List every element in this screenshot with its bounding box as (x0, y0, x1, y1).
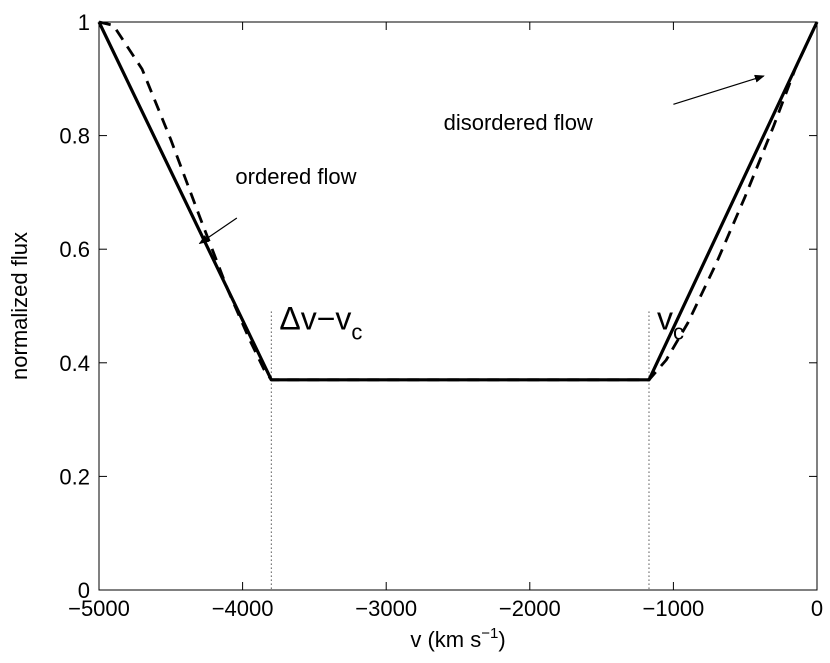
y-tick-label: 0.2 (59, 464, 90, 489)
x-axis-label-main: v (km s (410, 627, 481, 652)
y-tick-label: 0.4 (59, 351, 90, 376)
x-tick-label: −5000 (68, 596, 130, 621)
vline-label: vc (657, 301, 684, 345)
x-axis-label-close: ) (498, 627, 505, 652)
x-tick-label: −1000 (643, 596, 705, 621)
series-disordered-flow-line (98, 20, 819, 382)
y-tick-label: 0.8 (59, 124, 90, 149)
series-ordered-flow-line (97, 21, 819, 382)
y-tick-label: 0 (78, 578, 90, 603)
x-tick-label: 0 (811, 596, 823, 621)
y-tick-label: 1 (78, 10, 90, 35)
marker-lines (270, 311, 650, 590)
plot-frame (98, 21, 818, 591)
annotation-arrow (198, 217, 238, 245)
x-tick-label: −2000 (499, 596, 561, 621)
x-tick-label: −3000 (355, 596, 417, 621)
x-tick-label: −4000 (212, 596, 274, 621)
series-layer (97, 20, 819, 382)
vline-label: Δv−vc (279, 301, 362, 345)
annotation-arrow (673, 74, 765, 105)
x-axis-label-exponent: −1 (481, 625, 498, 642)
annotation-label: disordered flow (444, 110, 593, 135)
annotation-label: ordered flow (235, 164, 356, 189)
annotations-layer: Δv−vc vc ordered flow disordered flow (198, 74, 765, 345)
x-axis-label: v (km s−1) (410, 625, 505, 652)
y-axis-label: normalized flux (7, 232, 32, 380)
y-tick-label: 0.6 (59, 237, 90, 262)
ticks-layer: −5000 −4000 −3000 −2000 −1000 0 0 0.2 0.4 0.6 0.8 1 (59, 10, 823, 621)
